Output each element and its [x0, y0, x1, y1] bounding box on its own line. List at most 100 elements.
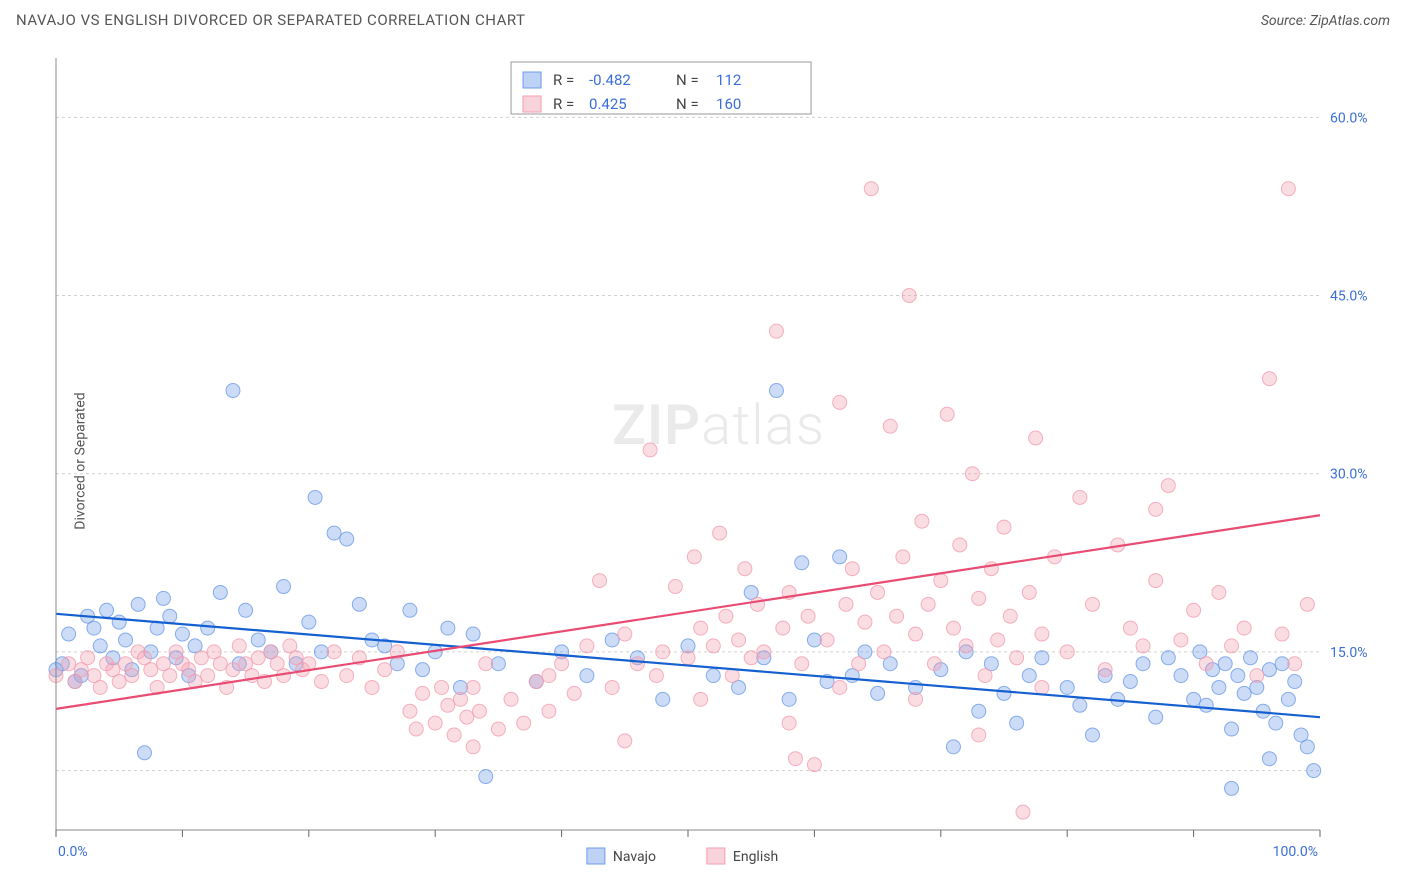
- data-point: [1275, 627, 1289, 641]
- data-point: [1029, 431, 1043, 445]
- data-point: [62, 627, 76, 641]
- data-point: [1187, 603, 1201, 617]
- data-point: [403, 603, 417, 617]
- data-point: [1212, 680, 1226, 694]
- data-point: [871, 686, 885, 700]
- data-point: [1073, 490, 1087, 504]
- data-point: [1187, 692, 1201, 706]
- data-point: [706, 669, 720, 683]
- data-point: [428, 716, 442, 730]
- data-point: [112, 615, 126, 629]
- data-point: [997, 520, 1011, 534]
- data-point: [681, 651, 695, 665]
- data-point: [1010, 651, 1024, 665]
- bottom-legend-swatch: [707, 848, 725, 864]
- data-point: [144, 663, 158, 677]
- data-point: [119, 633, 133, 647]
- data-point: [1262, 752, 1276, 766]
- data-point: [466, 680, 480, 694]
- data-point: [175, 627, 189, 641]
- data-point: [314, 645, 328, 659]
- legend-r-label: R =: [553, 71, 574, 89]
- data-point: [156, 591, 170, 605]
- data-point: [1035, 651, 1049, 665]
- data-point: [1085, 597, 1099, 611]
- x-tick-label: 100.0%: [1273, 844, 1318, 860]
- data-point: [1199, 657, 1213, 671]
- data-point: [1174, 633, 1188, 647]
- data-point: [1281, 692, 1295, 706]
- data-point: [251, 651, 265, 665]
- data-point: [1269, 716, 1283, 730]
- data-point: [447, 728, 461, 742]
- data-point: [605, 633, 619, 647]
- data-point: [340, 669, 354, 683]
- data-point: [795, 556, 809, 570]
- data-point: [946, 621, 960, 635]
- data-point: [1275, 657, 1289, 671]
- data-point: [1225, 781, 1239, 795]
- data-point: [713, 526, 727, 540]
- data-point: [1199, 698, 1213, 712]
- data-point: [81, 651, 95, 665]
- data-point: [668, 580, 682, 594]
- legend-swatch: [523, 72, 541, 88]
- data-point: [1218, 657, 1232, 671]
- data-point: [795, 657, 809, 671]
- data-point: [491, 722, 505, 736]
- data-point: [883, 419, 897, 433]
- data-point: [997, 686, 1011, 700]
- data-point: [466, 627, 480, 641]
- data-point: [845, 562, 859, 576]
- data-point: [314, 675, 328, 689]
- data-point: [909, 692, 923, 706]
- data-point: [946, 740, 960, 754]
- data-point: [1136, 639, 1150, 653]
- data-point: [1307, 764, 1321, 778]
- data-point: [1281, 182, 1295, 196]
- data-point: [1035, 627, 1049, 641]
- data-point: [580, 669, 594, 683]
- data-point: [308, 490, 322, 504]
- legend-n-value: 160: [716, 95, 741, 113]
- y-tick-label: 45.0%: [1330, 289, 1368, 305]
- data-point: [1161, 479, 1175, 493]
- data-point: [1098, 663, 1112, 677]
- data-point: [927, 657, 941, 671]
- bottom-legend-label: English: [733, 849, 778, 865]
- data-point: [732, 633, 746, 647]
- legend-r-value: 0.425: [589, 95, 627, 113]
- data-point: [858, 615, 872, 629]
- legend-r-value: -0.482: [589, 71, 631, 89]
- data-point: [978, 669, 992, 683]
- data-point: [1300, 597, 1314, 611]
- data-point: [1288, 675, 1302, 689]
- data-point: [302, 615, 316, 629]
- data-point: [820, 633, 834, 647]
- data-point: [435, 680, 449, 694]
- data-point: [1225, 722, 1239, 736]
- data-point: [1022, 585, 1036, 599]
- data-point: [365, 680, 379, 694]
- data-point: [769, 324, 783, 338]
- data-point: [656, 692, 670, 706]
- data-point: [93, 680, 107, 694]
- data-point: [201, 621, 215, 635]
- data-point: [1060, 680, 1074, 694]
- chart-title: NAVAJO VS ENGLISH DIVORCED OR SEPARATED …: [16, 11, 525, 29]
- data-point: [441, 621, 455, 635]
- data-point: [934, 574, 948, 588]
- y-tick-label: 60.0%: [1330, 110, 1368, 126]
- data-point: [567, 686, 581, 700]
- data-point: [491, 657, 505, 671]
- scatter-chart: ZIPatlas0.0%100.0%15.0%30.0%45.0%60.0%R …: [16, 40, 1390, 882]
- data-point: [921, 597, 935, 611]
- data-point: [555, 657, 569, 671]
- data-point: [1262, 372, 1276, 386]
- data-point: [972, 704, 986, 718]
- data-point: [643, 443, 657, 457]
- data-point: [87, 621, 101, 635]
- data-point: [769, 384, 783, 398]
- data-point: [687, 550, 701, 564]
- source-prefix: Source:: [1261, 13, 1310, 29]
